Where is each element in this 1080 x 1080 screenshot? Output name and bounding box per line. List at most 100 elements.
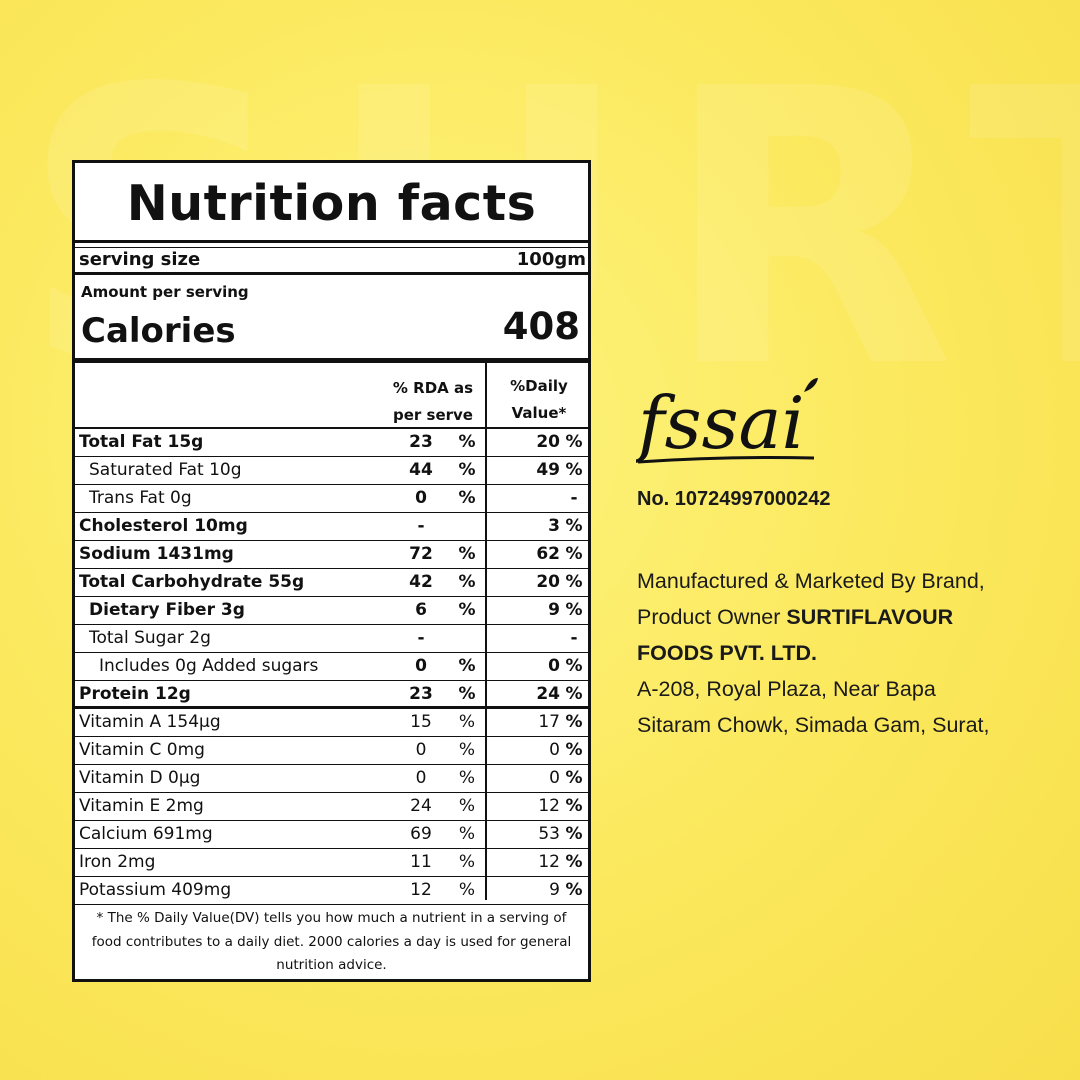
nutrient-name: Total Carbohydrate 55g xyxy=(79,572,305,592)
calories-value: 408 xyxy=(502,305,580,348)
nutrition-label: Nutrition facts serving size 100gm Amoun… xyxy=(72,160,591,982)
rda-value: 42 xyxy=(409,572,433,592)
rda-value: 0 xyxy=(415,768,427,788)
table-row: Iron 2mg 11% 12% xyxy=(75,849,588,877)
fssai-logo-icon: fssai xyxy=(633,378,818,465)
rda-percent-sign: % xyxy=(458,656,476,676)
rda-percent-sign: % xyxy=(458,572,476,592)
daily-value: 0 xyxy=(549,768,560,788)
table-row: Potassium 409mg 12% 9% xyxy=(75,877,588,905)
manufacturer-line3: FOODS PVT. LTD. xyxy=(637,635,1057,671)
rda-percent-sign: % xyxy=(458,712,476,732)
nutrient-name: Vitamin C 0mg xyxy=(79,740,205,760)
company-name-part2: FOODS PVT. LTD. xyxy=(637,641,817,665)
rda-value: 23 xyxy=(409,684,433,704)
rda-percent-sign: % xyxy=(458,740,476,760)
table-row: Vitamin E 2mg 24% 12% xyxy=(75,793,588,821)
daily-value-percent-sign: % xyxy=(565,852,583,872)
manufacturer-info: Manufactured & Marketed By Brand, Produc… xyxy=(637,563,1057,743)
rda-value: 12 xyxy=(410,880,432,900)
daily-value: 12 xyxy=(538,852,560,872)
table-row: Includes 0g Added sugars 0% 0% xyxy=(75,653,588,681)
owner-prefix: Product Owner xyxy=(637,605,787,629)
nutrient-name: Iron 2mg xyxy=(79,852,156,872)
daily-value: 9 xyxy=(549,880,560,900)
nutrient-table: % RDA as per serve %Daily Value* Total F… xyxy=(75,363,588,905)
table-row: Vitamin C 0mg 0% 0% xyxy=(75,737,588,765)
footnote: * The % Daily Value(DV) tells you how mu… xyxy=(91,910,572,973)
address-line2: Sitaram Chowk, Simada Gam, Surat, xyxy=(637,713,990,737)
daily-value-percent-sign: - xyxy=(570,628,578,648)
rda-value: 0 xyxy=(415,656,427,676)
daily-value-percent-sign: % xyxy=(565,516,583,536)
daily-value: 20 xyxy=(536,432,560,452)
table-row: Vitamin A 154µg 15% 17% xyxy=(75,709,588,737)
manufacturer-line1: Manufactured & Marketed By Brand, xyxy=(637,569,985,593)
calories-label: Calories xyxy=(81,311,236,351)
rda-value: 23 xyxy=(409,432,433,452)
table-header: % RDA as per serve %Daily Value* xyxy=(75,363,588,429)
table-row: Protein 12g 23% 24% xyxy=(75,681,588,709)
rda-header-line2: per serve xyxy=(393,406,473,424)
rda-percent-sign: % xyxy=(458,544,476,564)
nutrient-name: Saturated Fat 10g xyxy=(89,460,242,480)
daily-value: 9 xyxy=(548,600,560,620)
serving-size-value: 100gm xyxy=(516,249,586,270)
rda-percent-sign: % xyxy=(458,852,476,872)
rda-header: % RDA as per serve xyxy=(383,375,483,429)
rda-percent-sign: % xyxy=(458,796,476,816)
rda-percent-sign: % xyxy=(458,432,476,452)
rda-value: - xyxy=(417,628,425,648)
company-name-part1: SURTIFLAVOUR xyxy=(786,605,954,629)
nutrient-name: Dietary Fiber 3g xyxy=(89,600,245,620)
rda-value: 6 xyxy=(415,600,427,620)
rda-value: 0 xyxy=(415,488,427,508)
nutrient-name: Total Sugar 2g xyxy=(89,628,211,648)
table-row: Total Carbohydrate 55g 42% 20% xyxy=(75,569,588,597)
nutrient-name: Protein 12g xyxy=(79,684,191,704)
daily-value-percent-sign: % xyxy=(565,824,583,844)
daily-value-percent-sign: % xyxy=(565,600,583,620)
daily-value: 0 xyxy=(548,656,560,676)
label-title: Nutrition facts xyxy=(75,163,588,243)
daily-value: 20 xyxy=(536,572,560,592)
daily-value-percent-sign: % xyxy=(565,768,583,788)
table-row: Vitamin D 0µg 0% 0% xyxy=(75,765,588,793)
address-line1: A-208, Royal Plaza, Near Bapa xyxy=(637,677,936,701)
manufacturer-line2: Product Owner SURTIFLAVOUR xyxy=(637,599,1057,635)
daily-value: 17 xyxy=(538,712,560,732)
serving-size-label: serving size xyxy=(79,249,201,270)
dv-header-line1: %Daily xyxy=(510,377,568,395)
rda-percent-sign: % xyxy=(458,460,476,480)
daily-value-percent-sign: % xyxy=(565,544,583,564)
fssai-logo: fssai xyxy=(633,370,826,475)
rda-percent-sign: % xyxy=(458,684,476,704)
rda-percent-sign: % xyxy=(458,600,476,620)
daily-value: 0 xyxy=(549,740,560,760)
table-row: Sodium 1431mg 72% 62% xyxy=(75,541,588,569)
rda-value: 24 xyxy=(410,796,432,816)
fssai-license-number: No. 10724997000242 xyxy=(637,488,831,510)
nutrient-name: Vitamin E 2mg xyxy=(79,796,204,816)
table-row: Cholesterol 10mg - 3% xyxy=(75,513,588,541)
dv-header-line2: Value* xyxy=(511,404,567,422)
svg-text:fssai: fssai xyxy=(636,381,805,465)
daily-value-percent-sign: % xyxy=(565,880,583,900)
nutrient-name: Potassium 409mg xyxy=(79,880,232,900)
daily-value-percent-sign: % xyxy=(565,796,583,816)
daily-value-percent-sign: % xyxy=(565,432,583,452)
daily-value-percent-sign: % xyxy=(565,684,583,704)
daily-value: 24 xyxy=(536,684,560,704)
daily-value-header: %Daily Value* xyxy=(489,373,589,427)
daily-value-percent-sign: % xyxy=(565,656,583,676)
daily-value: 53 xyxy=(538,824,560,844)
table-row: Total Fat 15g 23% 20% xyxy=(75,429,588,457)
rda-percent-sign: % xyxy=(458,880,476,900)
rda-header-line1: % RDA as xyxy=(392,379,474,397)
table-row: Saturated Fat 10g 44% 49% xyxy=(75,457,588,485)
amount-per-serving: Amount per serving xyxy=(81,283,249,301)
nutrient-name: Calcium 691mg xyxy=(79,824,213,844)
daily-value-percent-sign: % xyxy=(565,460,583,480)
rda-percent-sign: % xyxy=(458,768,476,788)
daily-value: 62 xyxy=(536,544,560,564)
